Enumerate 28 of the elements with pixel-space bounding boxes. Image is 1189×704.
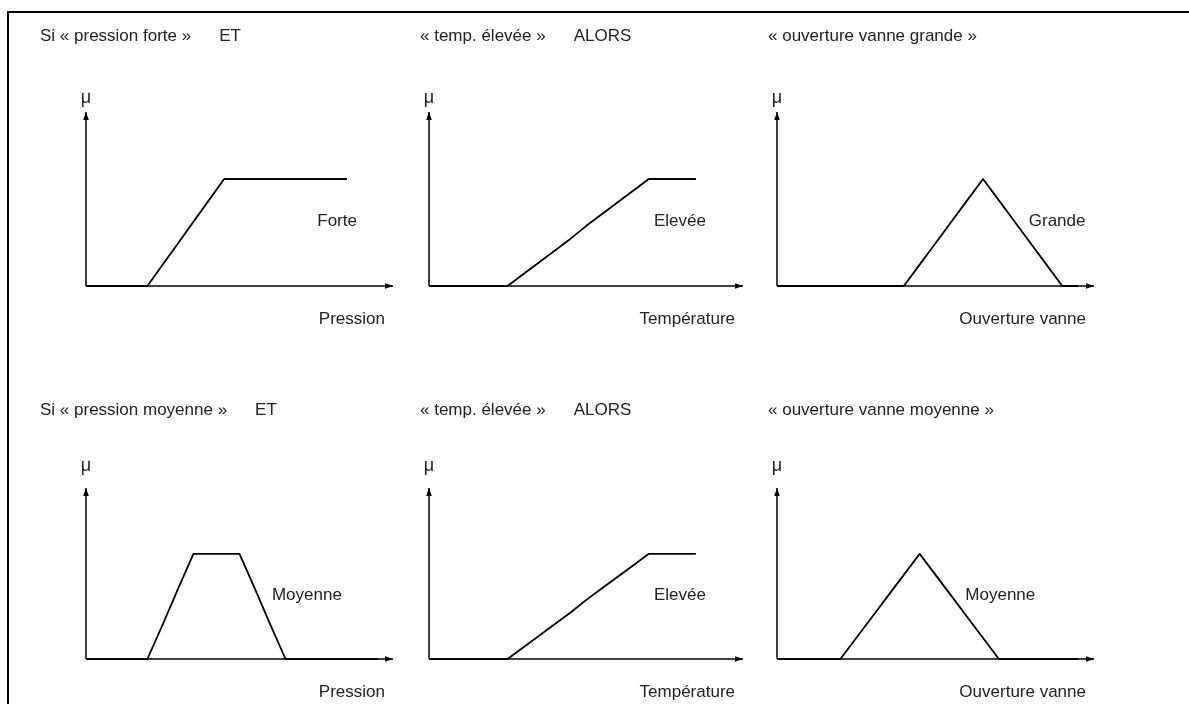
series-label: Elevée [653,585,706,605]
chart-title: « temp. élevée » [420,400,546,420]
text: ET [255,400,277,420]
series-label: Elevée [653,211,706,231]
text: ALORS [573,26,632,46]
x-axis-title: Pression [318,682,385,702]
chart-title: « temp. élevée » [420,26,546,46]
y-axis-title: μ [423,86,435,107]
x-axis-title: Température [639,682,735,702]
text: ET [219,26,241,46]
series-label: Moyenne [271,585,342,605]
series-label: Moyenne [965,585,1036,605]
chart-title: Si « pression moyenne » [40,400,228,420]
chart-title: « ouverture vanne grande » [768,26,977,46]
series-label: Grande [1028,211,1086,231]
y-axis-title: μ [423,454,435,475]
x-axis-title: Ouverture vanne [959,309,1086,329]
y-axis-title: μ [80,454,92,475]
x-axis-title: Ouverture vanne [959,682,1086,702]
series-label: Forte [317,211,357,231]
chart-title: « ouverture vanne moyenne » [768,400,994,420]
x-axis-title: Pression [318,309,385,329]
x-axis-title: Température [639,309,735,329]
text: ALORS [573,400,632,420]
y-axis-title: μ [771,86,783,107]
y-axis-title: μ [771,454,783,475]
chart-title: Si « pression forte » [40,26,192,46]
y-axis-title: μ [80,86,92,107]
